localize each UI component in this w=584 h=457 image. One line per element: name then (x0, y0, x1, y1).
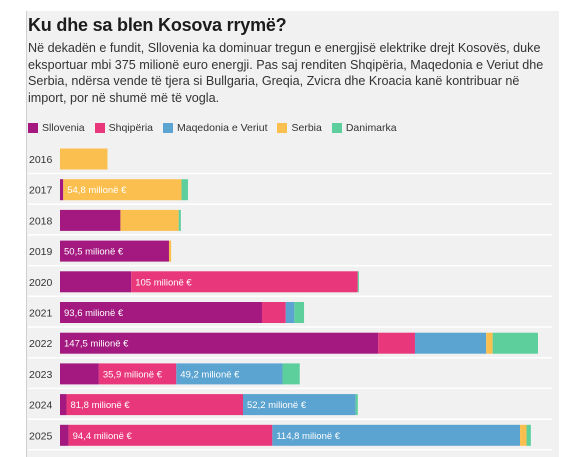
bar-segment-2018-4 (178, 209, 181, 231)
year-label: 2022 (29, 338, 53, 350)
bar-segment-2022-2 (414, 332, 487, 354)
bar-segment-2023-4 (282, 363, 300, 385)
bar-segment-2025-3 (520, 424, 527, 446)
bar-segment-2022-4 (492, 332, 538, 354)
bar-segment-2024-1 (66, 394, 243, 416)
bar-segment-2020-4 (357, 271, 359, 293)
legend-item-3: Serbia (277, 122, 322, 134)
year-label: 2016 (29, 154, 53, 166)
legend-label: Sllovenia (42, 122, 85, 134)
year-label: 2018 (29, 215, 53, 227)
bar-segment-2018-3 (120, 209, 179, 231)
legend-item-4: Danimarka (331, 122, 397, 134)
bar-segment-2019-0 (60, 240, 169, 262)
legend-swatch (28, 123, 38, 133)
data-label-10: 114,8 milionë € (276, 431, 340, 442)
bar-segment-2023-2 (176, 363, 283, 385)
bar-segment-2019-3 (168, 240, 172, 262)
bar-segment-2017-4 (181, 179, 188, 201)
bar-segment-2017-3 (63, 179, 182, 201)
legend-label: Maqedonia e Veriut (177, 122, 268, 134)
legend-label: Shqipëria (108, 122, 153, 134)
data-label-9: 94,4 milionë € (73, 431, 133, 442)
bar-segment-2021-2 (285, 302, 295, 323)
bar-segment-2021-4 (294, 302, 305, 323)
year-label: 2024 (29, 400, 53, 412)
bar-segment-2020-1 (131, 271, 358, 293)
bar-segment-2024-4 (355, 394, 358, 416)
chart-legend: Sllovenia Shqipëria Maqedonia e Veriut Serb… (28, 122, 397, 134)
data-label-5: 35,9 milionë € (103, 369, 163, 380)
data-label-6: 49,2 milionë € (180, 369, 240, 380)
bar-segment-2016-3 (60, 148, 108, 170)
data-label-8: 52,2 milionë € (247, 400, 307, 411)
data-label-4: 147,5 milionë € (64, 339, 129, 350)
bar-segment-2025-1 (68, 424, 273, 446)
data-label-3: 93,6 milionë € (64, 308, 124, 319)
legend-item-2: Maqedonia e Veriut (163, 122, 267, 134)
year-label: 2021 (29, 308, 53, 320)
legend-label: Danimarka (345, 122, 397, 134)
chart-title: Ku dhe sa blen Kosova rrymë? (28, 15, 287, 35)
year-label: 2025 (29, 430, 53, 442)
data-label-7: 81,8 milionë € (70, 400, 130, 411)
legend-swatch (277, 123, 288, 133)
bar-segment-2022-1 (378, 332, 415, 354)
legend-swatch (331, 123, 342, 133)
bar-segment-2021-0 (60, 302, 262, 323)
legend-item-0: Sllovenia (28, 122, 85, 134)
year-label: 2019 (29, 246, 53, 258)
data-label-2: 105 milionë € (135, 277, 192, 288)
bar-segment-2023-0 (60, 363, 99, 385)
bar-segment-2020-0 (60, 271, 132, 293)
bar-segment-2025-4 (526, 424, 531, 446)
legend-swatch (163, 123, 173, 133)
legend-swatch (94, 123, 105, 133)
bar-segment-2025-2 (272, 424, 521, 446)
legend-label: Serbia (291, 122, 322, 134)
bar-segment-2022-3 (486, 332, 493, 354)
bar-segment-2022-0 (60, 332, 379, 354)
bar-segment-2025-0 (60, 424, 69, 446)
bar-segment-2021-1 (261, 302, 286, 323)
bar-segment-2017-0 (60, 179, 64, 201)
bar-segment-2023-1 (98, 363, 177, 385)
year-label: 2020 (29, 277, 53, 289)
year-label: 2023 (29, 369, 53, 381)
bar-segment-2024-0 (60, 394, 67, 416)
chart-subtitle: Në dekadën e fundit, Sllovenia ka dominu… (28, 41, 544, 105)
bar-segment-2024-2 (242, 394, 356, 416)
bar-segment-2018-0 (60, 209, 121, 231)
data-label-0: 54,8 milionë € (67, 185, 127, 196)
data-label-1: 50,5 milionë € (64, 247, 124, 258)
year-label: 2017 (29, 185, 53, 197)
legend-item-1: Shqipëria (94, 122, 153, 134)
